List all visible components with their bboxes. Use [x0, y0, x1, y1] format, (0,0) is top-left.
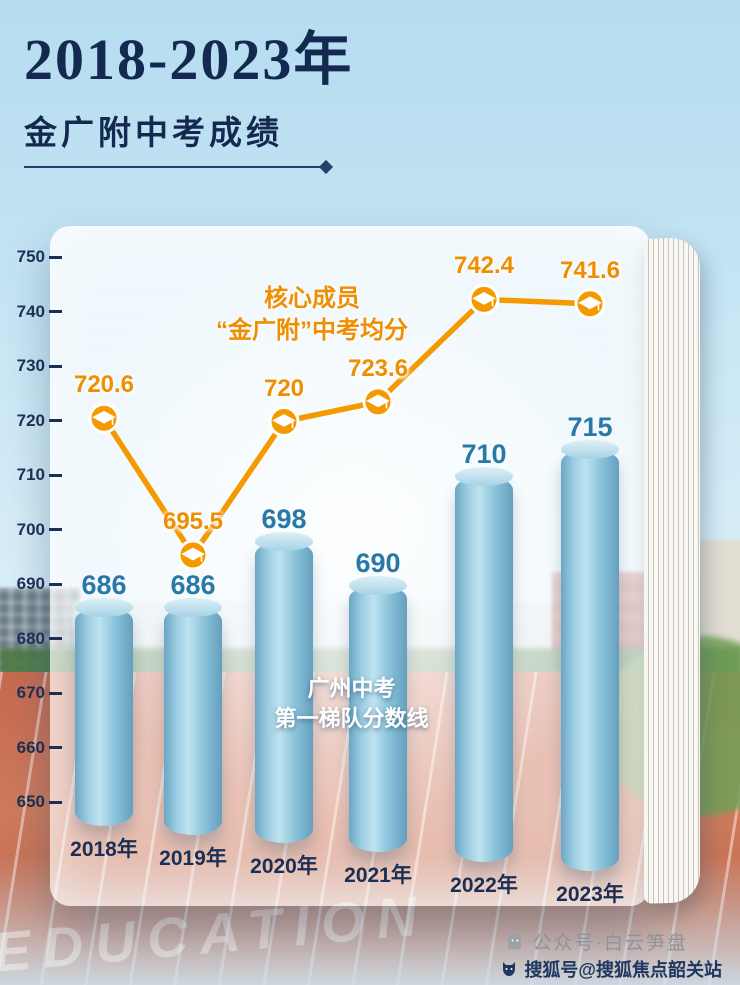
bar-value-label: 686	[170, 569, 216, 600]
y-axis-tick-700: 700	[0, 520, 62, 540]
title-divider	[24, 159, 334, 175]
x-axis-label-2020年: 2020年	[250, 855, 318, 878]
bar-annotation-line1: 广州中考	[307, 676, 396, 701]
bar-value-label: 698	[261, 504, 307, 535]
y-axis-tick-650: 650	[0, 792, 62, 812]
page-title: 2018-2023年	[24, 27, 354, 92]
y-axis-tick-690: 690	[0, 574, 62, 594]
y-axis-tick-710: 710	[0, 465, 62, 485]
y-axis-tick-750: 750	[0, 247, 62, 267]
bar-series-annotation: 广州中考 第一梯队分数线	[244, 674, 459, 734]
x-axis-label-2022年: 2022年	[450, 874, 518, 897]
y-axis-tick-730: 730	[0, 356, 62, 376]
wechat-watermark-text: 公众号·白云笋盘	[532, 933, 688, 954]
bar-annotation-line2: 第一梯队分数线	[274, 706, 429, 731]
fox-icon	[500, 960, 518, 978]
sohu-watermark-text: 搜狐号@搜狐焦点韶关站	[524, 960, 722, 980]
sohu-watermark: 搜狐号@搜狐焦点韶关站	[500, 956, 722, 982]
x-axis-label-2018年: 2018年	[70, 838, 138, 861]
line-series-annotation: 核心成员 “金广附”中考均分	[192, 283, 432, 347]
y-axis-tick-720: 720	[0, 411, 62, 431]
line-annotation-line2: “金广附”中考均分	[216, 317, 408, 344]
bar-2020年	[255, 532, 313, 843]
line-annotation-line1: 核心成员	[264, 285, 360, 312]
x-axis-label-2023年: 2023年	[556, 883, 624, 906]
wechat-watermark: 公众号·白云笋盘	[505, 928, 688, 955]
bar-2018年	[75, 597, 133, 826]
bar-value-label: 710	[461, 439, 507, 469]
bar-value-label: 690	[355, 548, 401, 578]
y-axis-tick-680: 680	[0, 629, 62, 649]
bar-value-label: 715	[567, 411, 613, 442]
bar-2019年	[164, 597, 222, 835]
bar-value-label: 686	[81, 569, 127, 600]
mascot-icon	[505, 932, 525, 952]
bar-2021年	[349, 576, 407, 852]
header: 2018-2023年 金广附中考成绩	[24, 12, 354, 175]
y-axis-tick-660: 660	[0, 738, 62, 758]
y-axis-tick-740: 740	[0, 302, 62, 322]
y-axis-tick-670: 670	[0, 683, 62, 703]
x-axis-label-2021年: 2021年	[344, 864, 412, 887]
x-axis-label-2019年: 2019年	[159, 847, 227, 870]
page-subtitle: 金广附中考成绩	[24, 114, 283, 151]
bar-2022年	[455, 467, 513, 862]
bar-2023年	[561, 439, 619, 871]
